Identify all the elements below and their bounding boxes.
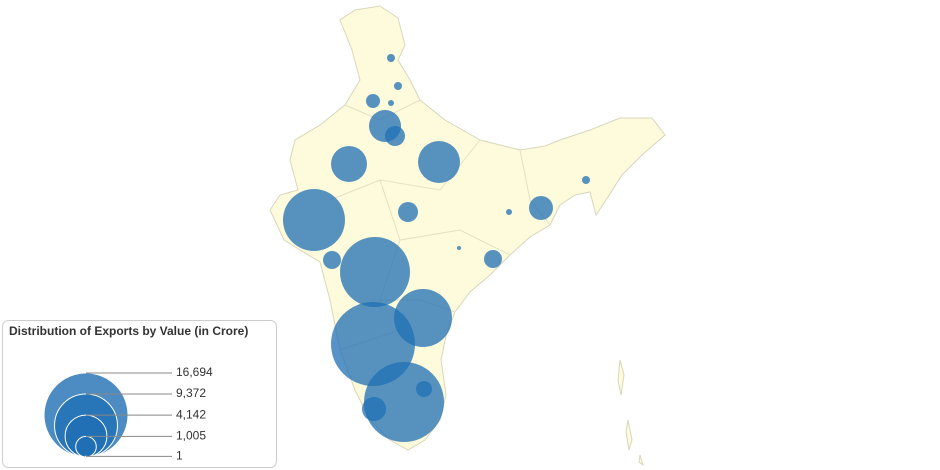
bubble — [582, 176, 590, 184]
bubble — [417, 140, 461, 184]
bubble — [366, 94, 380, 108]
bubble — [415, 380, 433, 398]
legend-label: 16,694 — [176, 365, 213, 379]
legend-title: Distribution of Exports by Value (in Cro… — [9, 324, 249, 338]
bubble — [398, 202, 418, 222]
bubble — [385, 126, 405, 146]
legend-label: 1,005 — [176, 429, 206, 443]
bubble — [506, 209, 512, 215]
bubble — [394, 82, 402, 90]
legend-label: 4,142 — [176, 407, 206, 421]
bubble — [361, 396, 387, 422]
bubble — [330, 145, 368, 183]
legend-label: 9,372 — [176, 386, 206, 400]
bubble — [340, 237, 410, 307]
bubble — [388, 100, 394, 106]
bubble — [456, 245, 462, 251]
islands — [617, 359, 644, 467]
bubble — [387, 54, 395, 62]
bubble — [282, 188, 346, 252]
legend-bubble — [75, 435, 97, 458]
bubble — [483, 249, 503, 269]
bubble — [322, 250, 342, 270]
bubble — [528, 195, 554, 221]
legend-label: 1 — [176, 449, 183, 463]
